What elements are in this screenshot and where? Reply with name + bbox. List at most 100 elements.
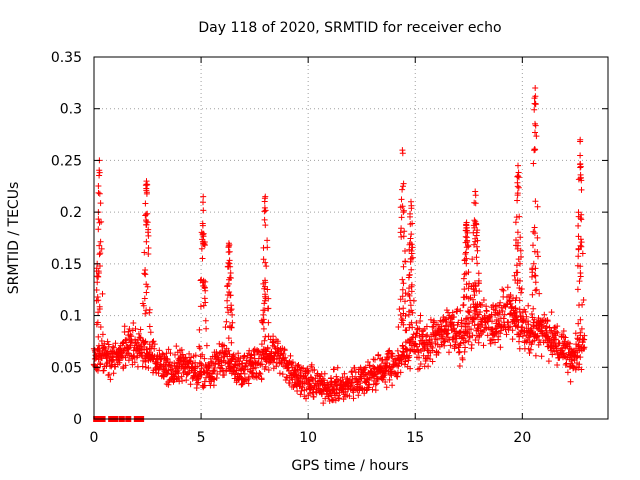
data-point [99,290,106,297]
data-point [228,306,235,313]
data-point [97,238,104,245]
data-point [479,301,486,308]
data-point [444,330,451,337]
data-point [225,335,232,342]
data-point [261,216,268,223]
data-point [489,318,495,325]
data-point [366,362,373,369]
data-point [223,318,230,325]
data-point [350,395,357,402]
data-point [536,290,543,297]
data-point [131,359,138,366]
data-point [322,395,329,402]
data-point [512,219,519,226]
x-tick-label: 0 [90,430,99,446]
x-tick-label: 10 [299,430,317,446]
data-point [203,325,210,332]
data-point [262,193,269,200]
data-point [554,362,561,368]
data-point [395,363,402,370]
data-point [517,234,524,241]
data-point [506,297,513,304]
data-point [577,171,584,178]
data-point [416,365,423,372]
data-point [373,380,380,387]
data-point [139,363,146,370]
data-point [261,208,268,215]
data-point [93,321,100,328]
data-point [399,147,406,154]
data-point [200,283,207,289]
data-point [93,287,100,293]
data-point [424,332,431,338]
data-point [575,320,582,327]
data-point [417,361,424,367]
data-point [200,193,207,200]
data-point [221,372,228,378]
data-point [141,270,148,277]
data-point [515,162,521,169]
data-point [400,263,407,270]
data-point [173,343,180,350]
data-point [304,365,311,372]
data-point [137,326,144,333]
data-point [505,319,512,326]
data-point [402,298,408,305]
data-point [511,272,518,279]
data-point [518,253,524,260]
data-point [305,368,312,375]
data-point [95,216,102,223]
data-point [259,361,265,368]
data-point [128,339,135,346]
data-point [530,305,537,312]
x-axis-label: GPS time / hours [291,458,408,474]
data-point [518,289,524,296]
data-point [515,184,522,191]
data-point [127,333,134,340]
data-point [408,307,415,314]
data-point [199,351,206,358]
data-point [95,273,102,280]
data-point [143,307,150,314]
data-point [435,349,442,356]
data-point [441,338,448,345]
data-point [497,299,504,306]
data-point [146,349,153,356]
data-point [398,233,405,240]
data-point [153,361,160,367]
data-point [532,93,539,100]
data-point [513,262,520,269]
data-point [178,346,185,353]
data-point [471,199,478,206]
data-point [532,129,538,136]
data-point [122,362,129,369]
data-point [185,370,192,377]
data-point [530,228,537,235]
data-point [200,368,207,375]
data-point [398,214,405,221]
data-point [396,306,403,313]
data-point [577,215,584,222]
data-point [279,371,286,378]
data-point [577,263,584,270]
data-point [226,260,233,267]
data-point [475,339,482,346]
data-point [289,376,296,383]
data-point [548,309,555,316]
data-point [194,363,201,370]
data-point [165,346,172,353]
data-point [406,241,413,248]
data-point [142,200,149,207]
data-point [513,214,520,221]
y-tick-label: 0.1 [60,309,82,325]
data-point [471,292,478,299]
x-tick-label: 5 [197,430,206,446]
data-point [221,342,227,349]
data-point [261,337,268,344]
data-point [93,268,100,275]
data-point [260,307,267,314]
data-point [532,352,539,359]
data-point [245,380,252,387]
data-point [517,247,524,254]
data-point [226,276,232,283]
